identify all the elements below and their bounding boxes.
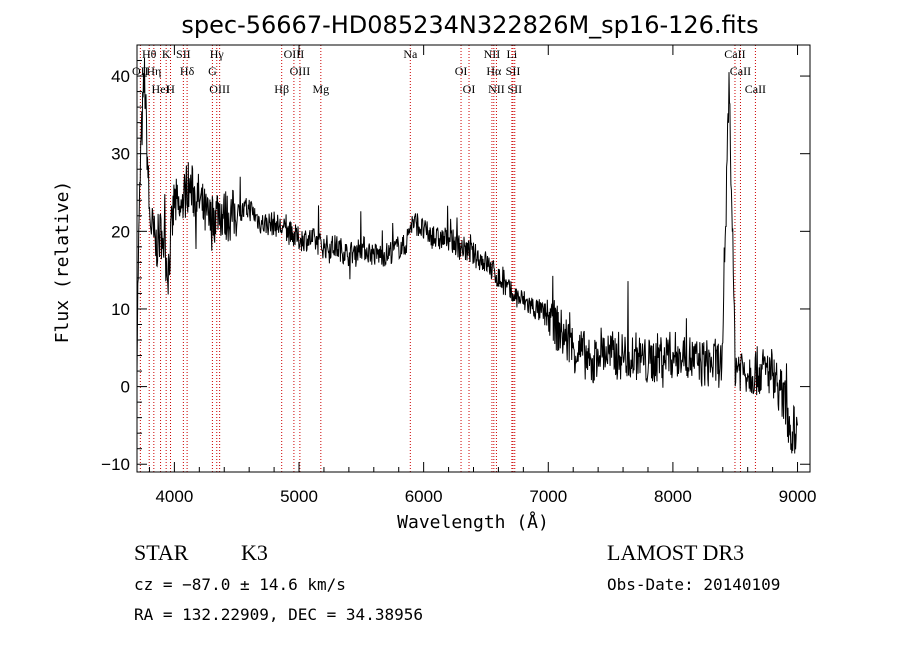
spectral-line-labels: HθOIIHeIKHηHSIIHδOIIIHγGHβOIIIOIIIMgNaOI… (132, 47, 766, 96)
y-tick-label: 20 (111, 222, 130, 241)
spectral-line-label: Hδ (180, 64, 195, 78)
object-class: STAR (134, 540, 189, 565)
spectral-line-label: SII (506, 64, 521, 78)
spectral-line-label: Hα (486, 64, 502, 78)
spectral-line-label: Mg (312, 82, 329, 96)
obs-date: Obs-Date: 20140109 (607, 575, 780, 594)
spectral-line-label: NII (484, 47, 501, 61)
spectral-line-label: OIII (284, 47, 305, 61)
spectral-line-label: HeI (152, 82, 170, 96)
x-tick-label: 6000 (405, 487, 443, 506)
y-tick-label: −10 (101, 455, 130, 474)
y-tick-label: 0 (121, 378, 130, 397)
x-tick-label: 4000 (155, 487, 193, 506)
spectral-line-label: SII (507, 82, 522, 96)
y-tick-label: 30 (111, 145, 130, 164)
redshift-cz: cz = −87.0 ± 14.6 km/s (134, 575, 346, 594)
spectral-line-label: Hθ (142, 47, 157, 61)
x-tick-label: 7000 (529, 487, 567, 506)
spectral-line-label: OI (455, 64, 468, 78)
spectral-line-label: G (208, 64, 217, 78)
spectral-line-label: CaII (745, 82, 766, 96)
chart-title: spec-56667-HD085234N322826M_sp16-126.fit… (181, 11, 758, 39)
x-tick-label: 9000 (779, 487, 817, 506)
spectral-line-label: Hγ (210, 47, 225, 61)
survey-name: LAMOST DR3 (607, 540, 744, 565)
spectral-line-label: Hη (146, 64, 161, 78)
spectral-line-label: K (162, 47, 171, 61)
spectral-line-label: OIII (290, 64, 311, 78)
spectral-line-markers (139, 45, 756, 472)
spectrum-line (136, 57, 798, 454)
spectral-line-label: CaII (730, 64, 751, 78)
y-axis-label: Flux (relative) (52, 181, 73, 344)
spectral-line-label: OI (463, 82, 476, 96)
spectral-line-label: SII (176, 47, 191, 61)
x-tick-label: 8000 (654, 487, 692, 506)
spectral-line-label: OIII (209, 82, 230, 96)
spectral-line-label: CaII (724, 47, 745, 61)
ra-dec: RA = 132.22909, DEC = 34.38956 (134, 605, 423, 624)
spectral-line-label: Na (403, 47, 418, 61)
spectral-line-label: NII (488, 82, 505, 96)
x-axis-label: Wavelength (Å) (397, 511, 549, 533)
y-tick-label: 40 (111, 67, 130, 86)
y-axis-ticks: −10 0 10 20 30 40 (101, 60, 810, 474)
object-subclass: K3 (241, 540, 268, 565)
x-axis-ticks: 4000 5000 6000 7000 8000 9000 (148, 45, 817, 506)
spectral-line-label: Li (507, 47, 518, 61)
y-tick-label: 10 (111, 300, 130, 319)
x-tick-label: 5000 (280, 487, 318, 506)
spectral-line-label: H (166, 82, 175, 96)
spectral-line-label: Hβ (274, 82, 289, 96)
